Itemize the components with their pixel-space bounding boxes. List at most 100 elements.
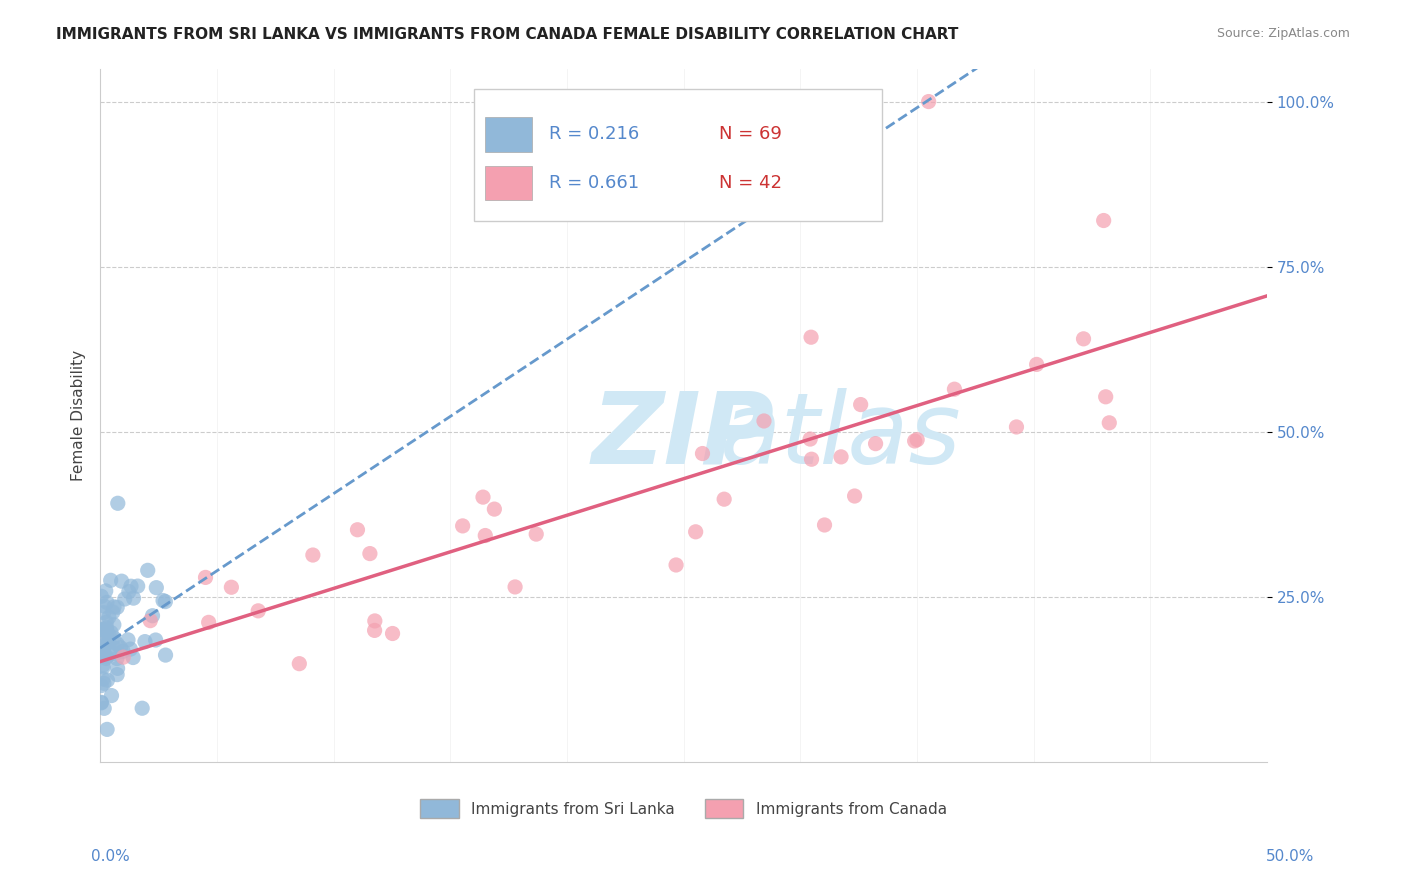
Immigrants from Sri Lanka xyxy=(93,647,115,661)
Text: N = 42: N = 42 xyxy=(718,174,782,192)
Text: R = 0.216: R = 0.216 xyxy=(550,126,640,144)
Text: IMMIGRANTS FROM SRI LANKA VS IMMIGRANTS FROM CANADA FEMALE DISABILITY CORRELATIO: IMMIGRANTS FROM SRI LANKA VS IMMIGRANTS … xyxy=(56,27,959,42)
Immigrants from Sri Lanka xyxy=(145,633,167,648)
Immigrants from Canada xyxy=(197,615,219,630)
Immigrants from Canada xyxy=(381,626,404,640)
Immigrants from Sri Lanka xyxy=(155,594,177,608)
Immigrants from Canada xyxy=(904,434,927,448)
Immigrants from Sri Lanka xyxy=(91,624,114,638)
Immigrants from Sri Lanka xyxy=(96,649,118,664)
Immigrants from Canada xyxy=(524,527,547,541)
Immigrants from Sri Lanka xyxy=(101,605,124,619)
Immigrants from Sri Lanka xyxy=(141,608,163,623)
Immigrants from Sri Lanka xyxy=(110,640,132,655)
Immigrants from Canada xyxy=(905,433,928,447)
Immigrants from Sri Lanka xyxy=(104,647,127,661)
Immigrants from Sri Lanka xyxy=(103,631,125,645)
FancyBboxPatch shape xyxy=(474,89,882,221)
Immigrants from Canada xyxy=(1094,390,1116,404)
Immigrants from Canada xyxy=(302,548,325,562)
Immigrants from Canada xyxy=(849,398,872,412)
Immigrants from Sri Lanka xyxy=(118,584,141,599)
Immigrants from Canada xyxy=(484,502,506,516)
Immigrants from Sri Lanka xyxy=(134,634,156,648)
Immigrants from Sri Lanka xyxy=(90,679,112,693)
Immigrants from Canada xyxy=(359,547,381,561)
Immigrants from Canada xyxy=(685,524,707,539)
Immigrants from Sri Lanka xyxy=(120,579,142,593)
Immigrants from Sri Lanka xyxy=(120,642,142,657)
Immigrants from Sri Lanka xyxy=(103,617,125,632)
Immigrants from Canada xyxy=(194,570,217,584)
Text: atlas: atlas xyxy=(720,388,962,484)
Immigrants from Sri Lanka xyxy=(100,689,122,703)
Immigrants from Canada xyxy=(692,446,714,460)
Immigrants from Canada xyxy=(799,432,821,446)
Immigrants from Canada xyxy=(1073,332,1095,346)
Immigrants from Sri Lanka xyxy=(96,673,118,687)
Immigrants from Sri Lanka xyxy=(94,583,117,598)
Y-axis label: Female Disability: Female Disability xyxy=(72,350,86,481)
Immigrants from Sri Lanka xyxy=(117,632,139,647)
Immigrants from Canada xyxy=(346,523,368,537)
FancyBboxPatch shape xyxy=(485,117,531,152)
Immigrants from Sri Lanka xyxy=(145,581,167,595)
Immigrants from Sri Lanka xyxy=(90,696,112,710)
Immigrants from Canada xyxy=(813,518,835,533)
Immigrants from Canada xyxy=(1092,213,1115,227)
Text: R = 0.661: R = 0.661 xyxy=(550,174,640,192)
Immigrants from Canada xyxy=(474,528,496,542)
Text: Source: ZipAtlas.com: Source: ZipAtlas.com xyxy=(1216,27,1350,40)
Immigrants from Sri Lanka xyxy=(91,648,114,662)
Immigrants from Sri Lanka xyxy=(105,637,128,651)
Immigrants from Canada xyxy=(139,614,162,628)
Immigrants from Sri Lanka xyxy=(103,599,125,614)
Immigrants from Sri Lanka xyxy=(93,623,115,637)
Immigrants from Canada xyxy=(917,95,939,109)
Immigrants from Sri Lanka xyxy=(155,648,177,662)
Immigrants from Sri Lanka xyxy=(98,629,121,643)
Immigrants from Canada xyxy=(844,489,866,503)
Immigrants from Sri Lanka xyxy=(90,644,112,658)
Immigrants from Sri Lanka xyxy=(96,621,118,635)
Immigrants from Sri Lanka xyxy=(105,600,128,615)
Immigrants from Canada xyxy=(865,436,887,450)
Immigrants from Sri Lanka xyxy=(131,701,153,715)
Immigrants from Sri Lanka xyxy=(97,636,120,650)
Immigrants from Sri Lanka xyxy=(107,661,129,675)
Immigrants from Sri Lanka xyxy=(104,641,127,656)
Immigrants from Canada xyxy=(472,490,495,504)
Immigrants from Canada xyxy=(943,382,966,396)
Immigrants from Sri Lanka xyxy=(90,623,112,637)
Immigrants from Sri Lanka xyxy=(90,646,112,660)
Immigrants from Sri Lanka xyxy=(91,672,114,686)
Immigrants from Sri Lanka xyxy=(91,643,114,657)
Immigrants from Sri Lanka xyxy=(111,574,134,589)
Immigrants from Sri Lanka xyxy=(112,644,135,658)
Immigrants from Sri Lanka xyxy=(90,589,112,603)
Text: 0.0%: 0.0% xyxy=(91,849,131,863)
Immigrants from Canada xyxy=(503,580,526,594)
Immigrants from Canada xyxy=(364,614,387,628)
Immigrants from Canada xyxy=(665,558,688,572)
Immigrants from Sri Lanka xyxy=(122,591,145,606)
Immigrants from Sri Lanka xyxy=(91,658,114,673)
Immigrants from Sri Lanka xyxy=(122,650,145,665)
Legend: Immigrants from Sri Lanka, Immigrants from Canada: Immigrants from Sri Lanka, Immigrants fr… xyxy=(415,793,953,824)
Immigrants from Canada xyxy=(1025,358,1047,372)
Immigrants from Canada xyxy=(800,452,823,467)
Immigrants from Sri Lanka xyxy=(100,574,122,588)
Immigrants from Sri Lanka xyxy=(93,638,115,652)
Immigrants from Sri Lanka xyxy=(96,615,118,630)
Immigrants from Canada xyxy=(451,519,474,533)
Immigrants from Canada xyxy=(1098,416,1121,430)
Immigrants from Sri Lanka xyxy=(90,695,112,709)
Immigrants from Canada xyxy=(830,450,852,464)
Immigrants from Sri Lanka xyxy=(96,624,118,638)
FancyBboxPatch shape xyxy=(485,166,531,201)
Immigrants from Sri Lanka xyxy=(90,637,112,651)
Immigrants from Sri Lanka xyxy=(93,599,115,614)
Text: N = 69: N = 69 xyxy=(718,126,782,144)
Immigrants from Sri Lanka xyxy=(97,633,120,648)
Immigrants from Sri Lanka xyxy=(93,701,115,715)
